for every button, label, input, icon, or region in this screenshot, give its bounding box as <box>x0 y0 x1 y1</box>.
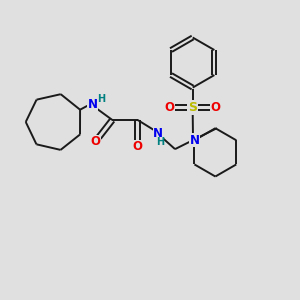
Text: N: N <box>153 127 163 140</box>
Text: N: N <box>190 134 200 147</box>
Text: N: N <box>88 98 98 111</box>
Text: O: O <box>90 135 100 148</box>
Text: H: H <box>97 94 105 104</box>
Text: O: O <box>211 101 221 114</box>
Text: O: O <box>165 101 175 114</box>
Text: S: S <box>188 101 197 114</box>
Text: O: O <box>133 140 142 153</box>
Text: H: H <box>156 137 164 147</box>
